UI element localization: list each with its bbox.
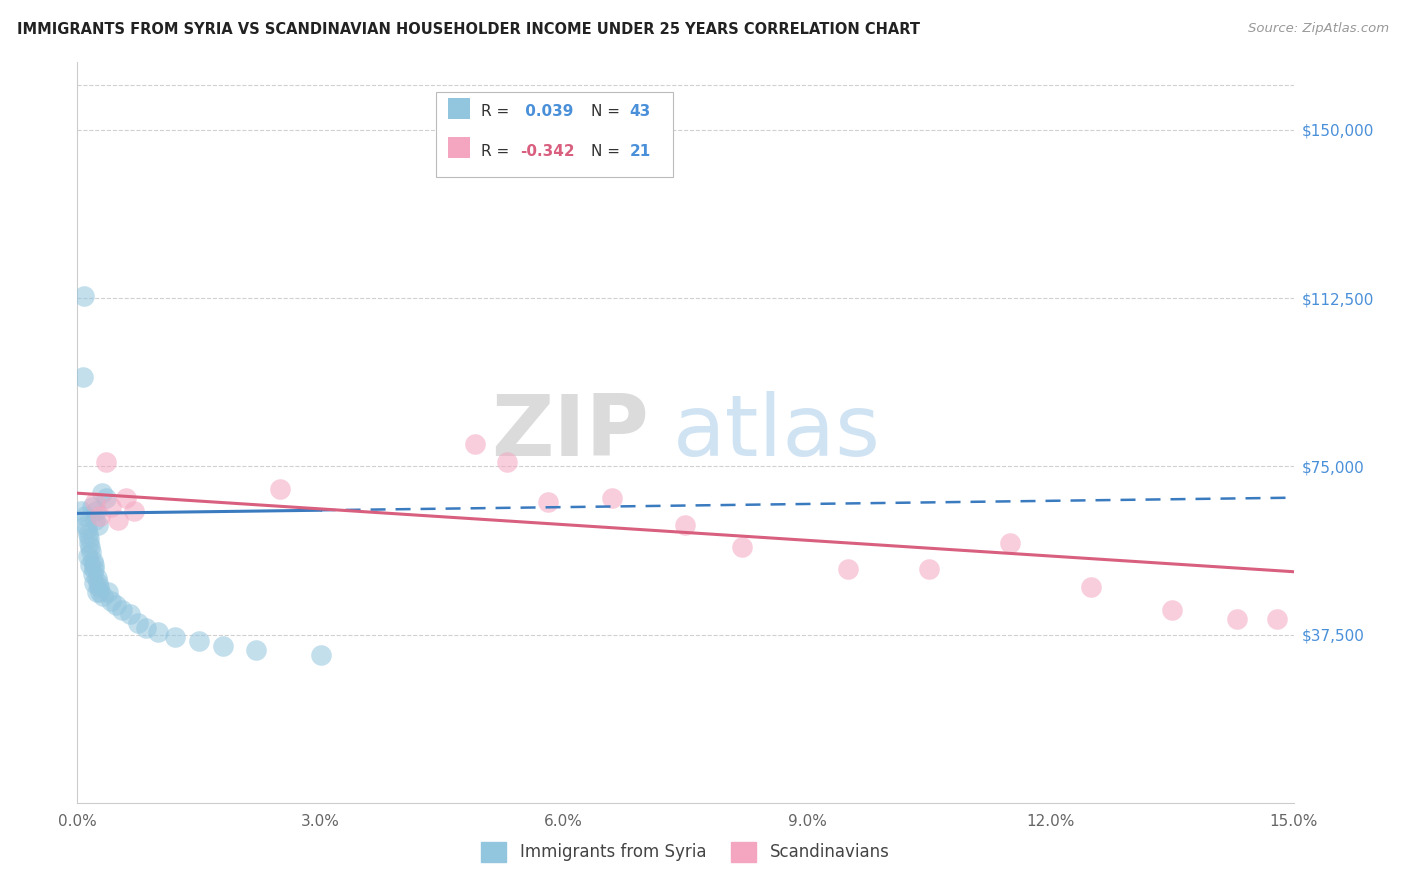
Point xyxy=(998,535,1021,549)
Point xyxy=(72,369,94,384)
Point xyxy=(75,508,97,523)
Point xyxy=(97,585,120,599)
FancyBboxPatch shape xyxy=(436,92,673,178)
Text: 43: 43 xyxy=(630,104,651,120)
Point xyxy=(107,513,129,527)
Point xyxy=(115,491,138,505)
Point xyxy=(91,590,114,604)
Point xyxy=(163,630,186,644)
Text: IMMIGRANTS FROM SYRIA VS SCANDINAVIAN HOUSEHOLDER INCOME UNDER 25 YEARS CORRELAT: IMMIGRANTS FROM SYRIA VS SCANDINAVIAN HO… xyxy=(17,22,920,37)
Point xyxy=(79,540,101,554)
Point xyxy=(100,594,122,608)
Point xyxy=(269,482,291,496)
Point xyxy=(84,504,107,518)
Point xyxy=(94,455,117,469)
Point xyxy=(1226,612,1249,626)
Point xyxy=(245,643,267,657)
Point xyxy=(75,517,97,532)
Point xyxy=(464,437,486,451)
Point xyxy=(73,289,96,303)
Point xyxy=(212,639,235,653)
Text: ZIP: ZIP xyxy=(491,391,650,475)
Text: 0.039: 0.039 xyxy=(520,104,574,120)
Point xyxy=(148,625,170,640)
Point xyxy=(84,513,107,527)
Text: N =: N = xyxy=(591,104,624,120)
Point xyxy=(837,562,859,576)
Point xyxy=(536,495,558,509)
Point xyxy=(188,634,211,648)
Point xyxy=(80,500,103,514)
Point xyxy=(86,571,108,585)
Text: atlas: atlas xyxy=(673,391,882,475)
Point xyxy=(84,495,107,509)
Point xyxy=(675,517,697,532)
Point xyxy=(77,531,100,545)
Text: -0.342: -0.342 xyxy=(520,144,575,159)
Point xyxy=(100,500,122,514)
Point xyxy=(309,648,332,662)
Point xyxy=(83,576,105,591)
Point xyxy=(1080,581,1102,595)
Point xyxy=(79,558,101,572)
Text: N =: N = xyxy=(591,144,624,159)
Point xyxy=(82,553,104,567)
Point xyxy=(76,549,98,563)
Point xyxy=(918,562,941,576)
Text: 21: 21 xyxy=(630,144,651,159)
Point xyxy=(94,491,117,505)
Point xyxy=(496,455,519,469)
Point xyxy=(83,558,105,572)
Point xyxy=(731,540,754,554)
Point xyxy=(1265,612,1288,626)
Point xyxy=(602,491,624,505)
Point xyxy=(83,562,105,576)
Bar xyxy=(449,137,470,159)
Point xyxy=(80,544,103,558)
Point xyxy=(82,566,104,581)
Legend: Immigrants from Syria, Scandinavians: Immigrants from Syria, Scandinavians xyxy=(475,835,896,869)
Point xyxy=(87,576,110,591)
Point xyxy=(79,535,101,549)
Point xyxy=(111,603,134,617)
Point xyxy=(89,585,111,599)
Text: R =: R = xyxy=(481,144,515,159)
Text: R =: R = xyxy=(481,104,515,120)
Point xyxy=(89,581,111,595)
Bar xyxy=(449,98,470,120)
Point xyxy=(89,508,111,523)
Point xyxy=(90,486,112,500)
Point xyxy=(105,599,128,613)
Point xyxy=(86,585,108,599)
Point xyxy=(122,504,145,518)
Point xyxy=(127,616,149,631)
Point xyxy=(86,517,108,532)
Point xyxy=(1161,603,1184,617)
Point xyxy=(69,504,91,518)
Text: Source: ZipAtlas.com: Source: ZipAtlas.com xyxy=(1249,22,1389,36)
Point xyxy=(135,621,157,635)
Point xyxy=(76,522,98,536)
Point xyxy=(76,526,98,541)
Point xyxy=(118,607,141,622)
